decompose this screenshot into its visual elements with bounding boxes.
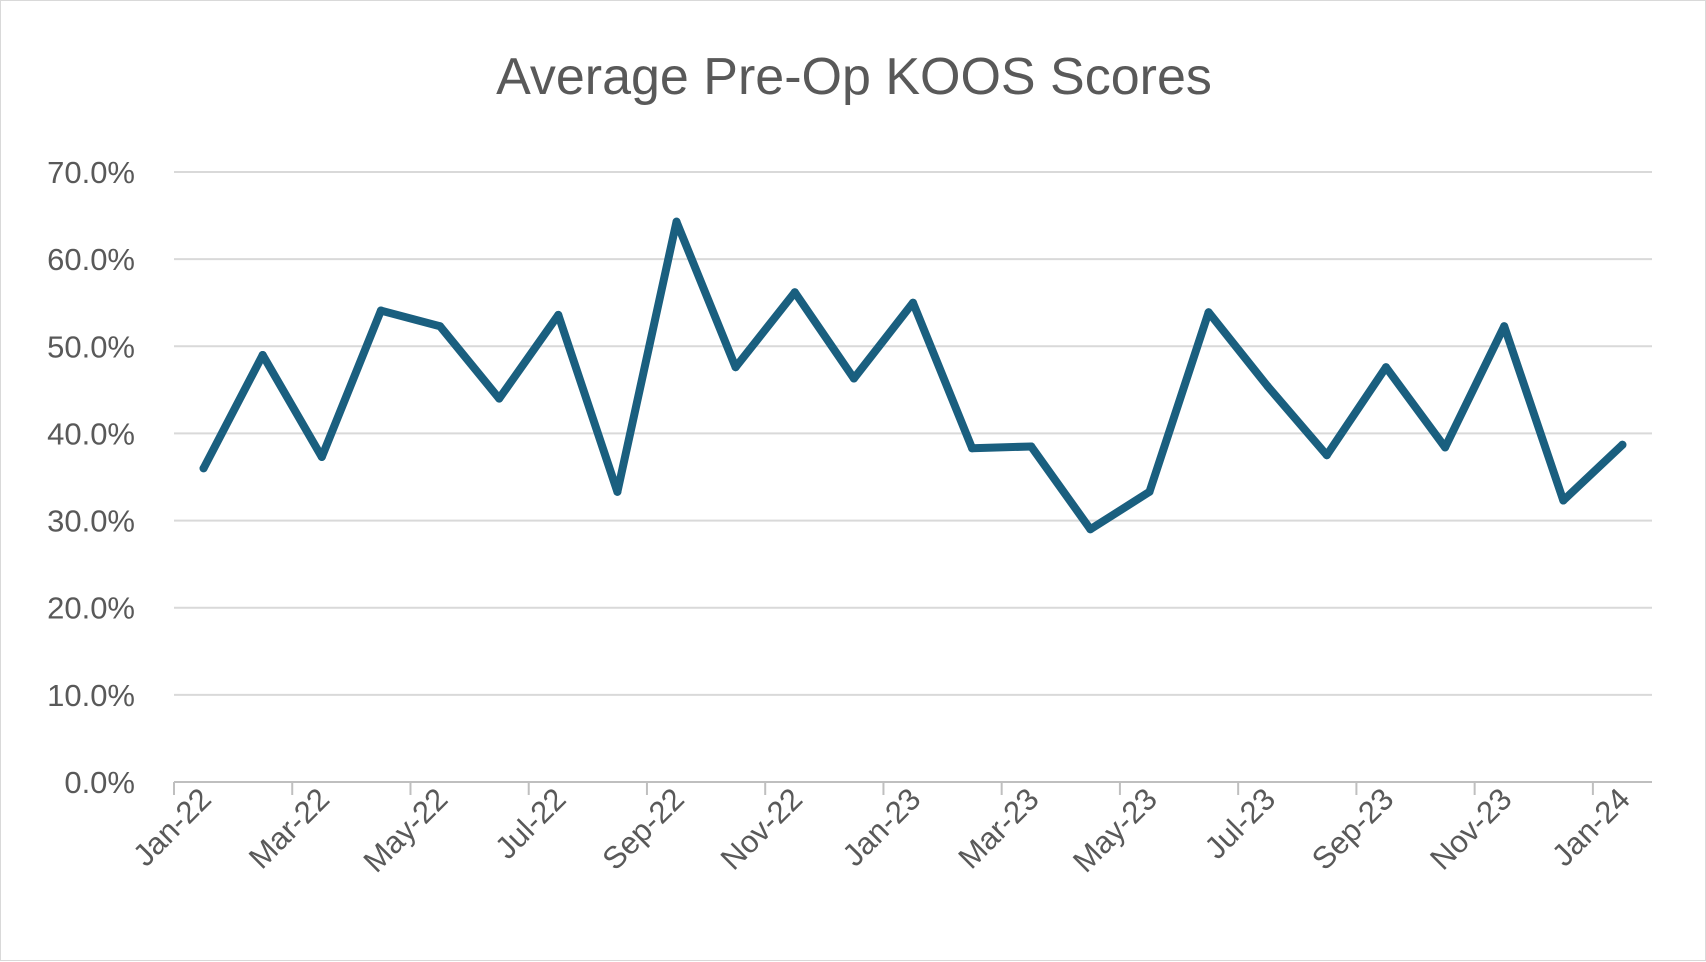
x-tick-label: Nov-23 bbox=[1423, 781, 1518, 876]
data-point bbox=[376, 306, 385, 315]
x-tick-label: Sep-22 bbox=[595, 781, 690, 876]
data-point bbox=[1381, 363, 1390, 372]
data-point bbox=[672, 217, 681, 226]
data-point bbox=[495, 394, 504, 403]
chart-title: Average Pre-Op KOOS Scores bbox=[496, 48, 1212, 106]
y-tick-label: 30.0% bbox=[47, 504, 135, 539]
y-tick-label: 10.0% bbox=[47, 678, 135, 713]
data-point bbox=[258, 351, 267, 359]
y-tick-label: 40.0% bbox=[47, 416, 135, 451]
data-point bbox=[849, 374, 858, 383]
x-tick-label: Jul-23 bbox=[1198, 781, 1282, 865]
data-point bbox=[1204, 308, 1213, 317]
data-point bbox=[1263, 382, 1272, 391]
data-point bbox=[554, 310, 563, 319]
series-layer bbox=[199, 217, 1627, 534]
y-tick-label: 0.0% bbox=[64, 765, 135, 800]
data-point bbox=[909, 298, 917, 307]
data-point bbox=[731, 363, 740, 372]
data-point bbox=[613, 487, 622, 496]
x-tick-label: Sep-23 bbox=[1305, 781, 1400, 876]
data-point bbox=[1322, 451, 1331, 460]
data-point bbox=[199, 464, 208, 473]
data-point bbox=[1559, 496, 1568, 505]
x-tick-label: Jan-22 bbox=[126, 781, 218, 873]
x-tick-label: Nov-22 bbox=[714, 781, 809, 876]
data-point bbox=[790, 288, 799, 297]
data-point bbox=[1618, 440, 1627, 449]
data-point bbox=[436, 322, 445, 331]
x-tick-label: Mar-23 bbox=[951, 781, 1045, 875]
x-tick-label: Jul-22 bbox=[488, 781, 572, 865]
data-point bbox=[1145, 487, 1154, 496]
series-line bbox=[199, 217, 1627, 534]
x-axis: Jan-22 Mar-22 May-22 Jul-22 Sep-22 Nov-22 Jan-… bbox=[126, 781, 1652, 879]
y-tick-label: 50.0% bbox=[47, 329, 135, 364]
x-tick-label: May-22 bbox=[357, 781, 455, 879]
x-tick-label: May-23 bbox=[1066, 781, 1164, 879]
y-axis: 0.0% 10.0% 20.0% 30.0% 40.0% 50.0% 60.0% 70.0% bbox=[47, 155, 135, 800]
data-point bbox=[1027, 442, 1036, 451]
data-point bbox=[1500, 322, 1509, 331]
x-tick-label: Jan-23 bbox=[836, 781, 928, 873]
gridlines bbox=[174, 171, 1652, 696]
y-tick-label: 70.0% bbox=[47, 155, 135, 190]
data-point bbox=[317, 452, 326, 461]
x-tick-label: Jan-24 bbox=[1545, 781, 1637, 873]
data-point bbox=[1441, 443, 1450, 452]
data-point bbox=[1086, 525, 1095, 534]
x-tick-label: Mar-22 bbox=[242, 781, 336, 875]
data-point bbox=[968, 444, 977, 453]
y-tick-label: 60.0% bbox=[47, 242, 135, 277]
y-tick-label: 20.0% bbox=[47, 591, 135, 626]
